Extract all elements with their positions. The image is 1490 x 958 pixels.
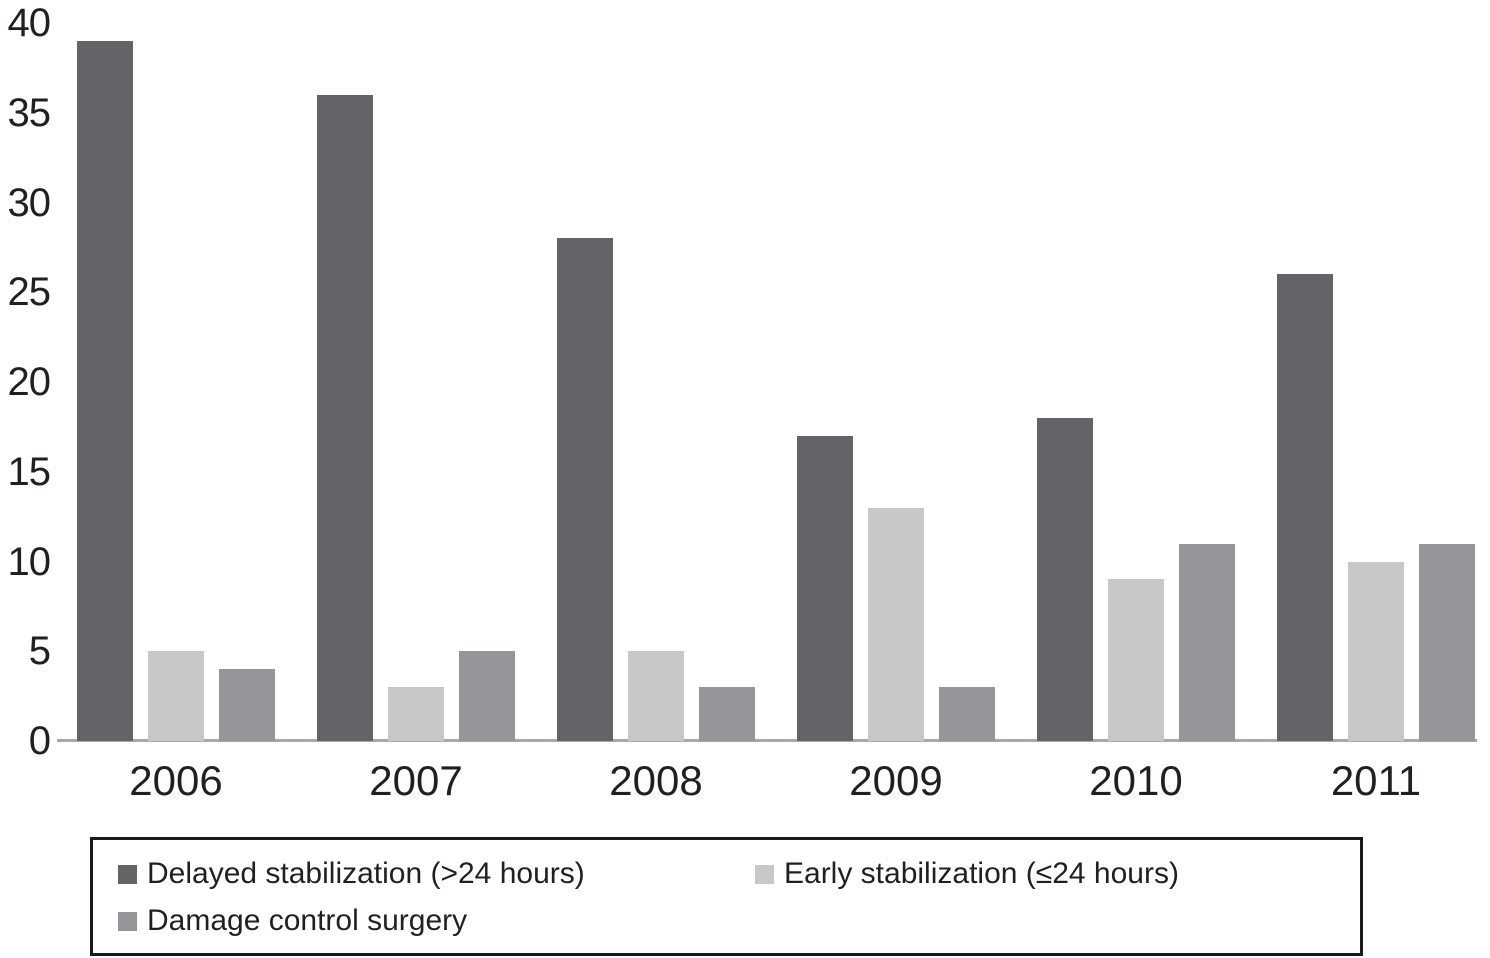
bar-delayed-stabilization-2006 [77,40,133,741]
bar-delayed-stabilization-2009 [797,435,853,741]
legend-item-delayed-stabilization: Delayed stabilization (>24 hours) [118,857,585,891]
x-axis-label-2010: 2010 [1089,757,1183,804]
y-axis-tick-5: 5 [28,629,51,674]
bar-damage-control-surgery-2008 [699,687,755,741]
y-axis-tick-15: 15 [7,449,52,494]
legend-item-early-stabilization: Early stabilization (≤24 hours) [755,857,1179,891]
y-axis-tick-20: 20 [7,360,52,404]
y-axis-tick-25: 25 [7,270,52,315]
y-axis-tick-10: 10 [7,539,52,584]
bar-early-stabilization-2009 [868,507,924,741]
bar-delayed-stabilization-2007 [317,94,373,741]
legend-swatch-damage-control-surgery-icon [118,911,137,931]
x-axis-label-2007: 2007 [369,757,463,804]
legend-item-damage-control-surgery: Damage control surgery [118,904,467,938]
bar-damage-control-surgery-2010 [1179,543,1235,741]
bar-damage-control-surgery-2011 [1419,543,1475,741]
bar-early-stabilization-2010 [1108,579,1164,741]
bar-early-stabilization-2008 [628,651,684,741]
y-axis-tick-30: 30 [7,180,52,225]
x-axis-label-2008: 2008 [609,757,703,804]
bar-delayed-stabilization-2008 [557,238,613,741]
x-axis-label-2009: 2009 [849,757,943,804]
bar-early-stabilization-2007 [388,687,444,741]
bar-damage-control-surgery-2009 [939,687,995,741]
x-axis-line [57,739,1477,742]
legend-label-early-stabilization: Early stabilization (≤24 hours) [784,857,1179,890]
bar-early-stabilization-2011 [1348,561,1404,741]
bar-delayed-stabilization-2010 [1037,417,1093,741]
legend-swatch-early-stabilization-icon [755,864,774,884]
plot-area: 0 5 10 15 20 25 30 35 40 2006 2007 2008 2009 2010 2011 [7,1,1477,804]
x-axis-label-2011: 2011 [1330,757,1422,804]
bar-early-stabilization-2006 [148,651,204,741]
y-axis-tick-35: 35 [7,90,52,135]
y-axis-tick-0: 0 [28,719,51,763]
bar-damage-control-surgery-2007 [459,651,515,741]
legend-swatch-delayed-stabilization-icon [118,864,137,884]
bar-delayed-stabilization-2011 [1277,274,1333,741]
y-axis-tick-40: 40 [7,1,52,45]
legend: Delayed stabilization (>24 hours) Early … [90,837,1363,956]
legend-label-damage-control-surgery: Damage control surgery [147,904,468,937]
legend-label-delayed-stabilization: Delayed stabilization (>24 hours) [147,857,585,890]
bar-damage-control-surgery-2006 [219,669,275,741]
x-axis-label-2006: 2006 [129,757,223,804]
